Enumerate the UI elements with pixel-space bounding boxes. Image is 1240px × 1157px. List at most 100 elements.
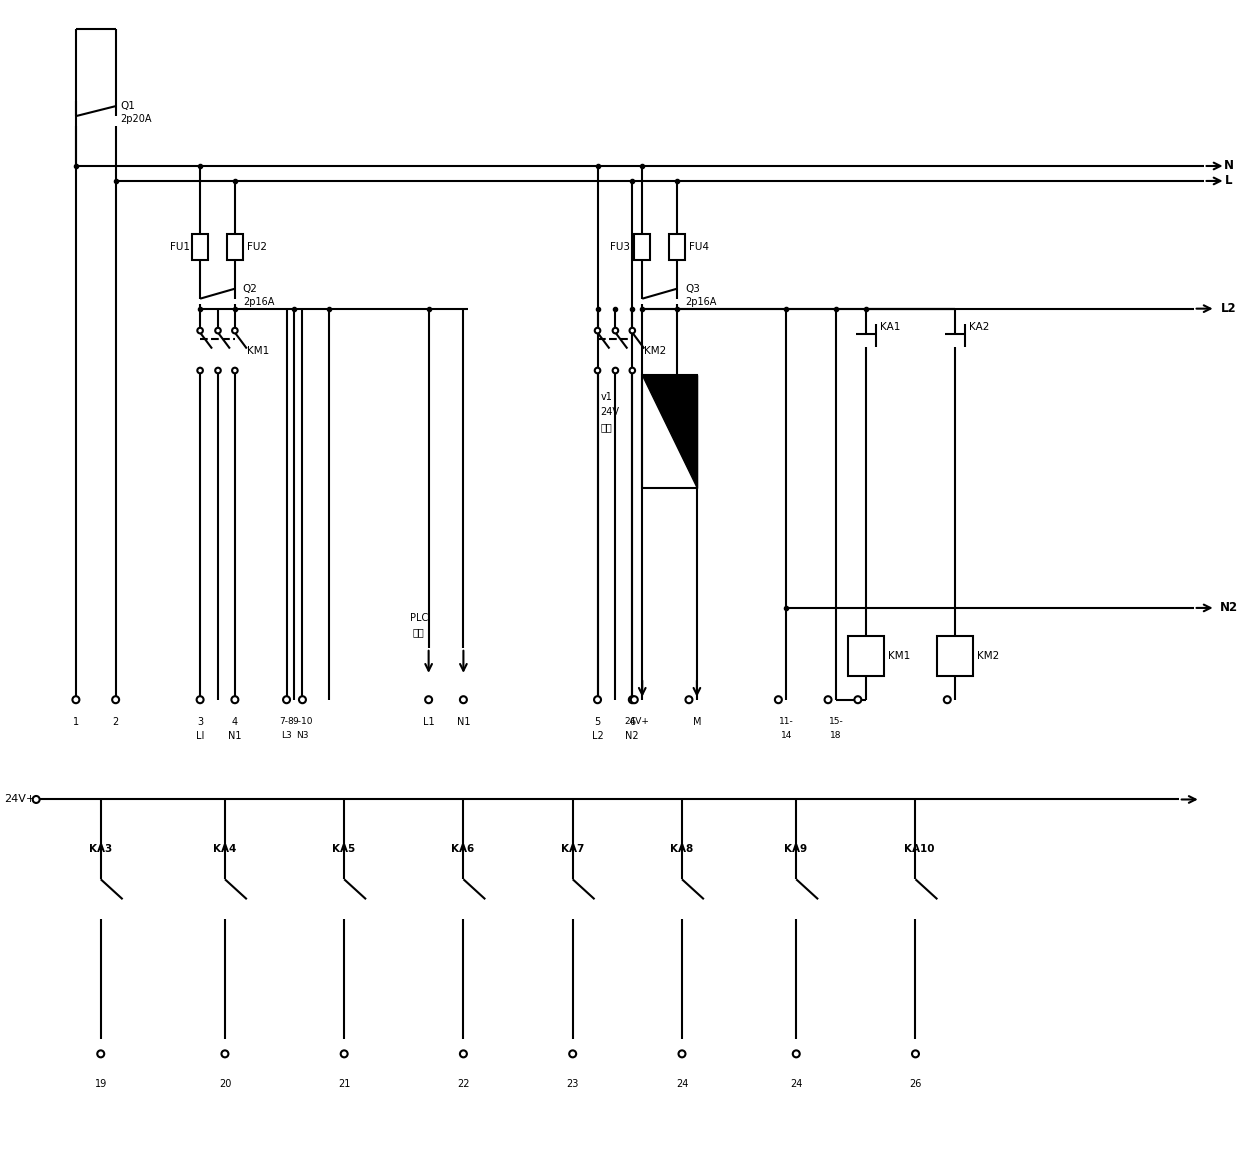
Text: N2: N2 <box>625 730 639 740</box>
Text: L1: L1 <box>423 716 434 727</box>
Circle shape <box>197 697 203 703</box>
Circle shape <box>222 1051 228 1057</box>
Text: 15-: 15- <box>828 717 843 727</box>
Circle shape <box>460 1051 467 1057</box>
Text: 24: 24 <box>790 1078 802 1089</box>
Bar <box>642 376 697 488</box>
Text: KM1: KM1 <box>888 651 910 661</box>
Text: 2p16A: 2p16A <box>684 296 717 307</box>
Circle shape <box>425 697 432 703</box>
Circle shape <box>232 327 238 333</box>
Circle shape <box>97 1051 104 1057</box>
Circle shape <box>686 697 692 703</box>
Text: 电源: 电源 <box>600 422 613 433</box>
Bar <box>937 636 973 676</box>
Circle shape <box>299 697 306 703</box>
Circle shape <box>341 1051 347 1057</box>
Text: L2: L2 <box>591 730 604 740</box>
Circle shape <box>629 697 636 703</box>
Text: KA3: KA3 <box>89 845 112 854</box>
Text: Q1: Q1 <box>120 101 135 111</box>
Text: KA1: KA1 <box>879 322 900 332</box>
Text: 2: 2 <box>113 716 119 727</box>
Bar <box>635 234 650 260</box>
Text: L: L <box>1225 175 1233 187</box>
Circle shape <box>216 368 221 374</box>
Text: M: M <box>693 716 701 727</box>
Circle shape <box>911 1051 919 1057</box>
Circle shape <box>631 697 637 703</box>
Text: KA2: KA2 <box>970 322 990 332</box>
Text: 24: 24 <box>676 1078 688 1089</box>
Text: FU1: FU1 <box>170 242 190 252</box>
Circle shape <box>283 697 290 703</box>
Circle shape <box>792 1051 800 1057</box>
Text: 22: 22 <box>458 1078 470 1089</box>
Circle shape <box>595 327 600 333</box>
Text: Q3: Q3 <box>684 283 699 294</box>
Circle shape <box>232 697 238 703</box>
Text: 19: 19 <box>94 1078 107 1089</box>
Text: 电源: 电源 <box>413 627 424 636</box>
Text: 2p16A: 2p16A <box>243 296 274 307</box>
Text: 4: 4 <box>232 716 238 727</box>
Circle shape <box>595 368 600 374</box>
Text: KA9: KA9 <box>785 845 807 854</box>
Text: L2: L2 <box>1220 302 1236 315</box>
Text: 26: 26 <box>909 1078 921 1089</box>
Text: N: N <box>1224 160 1234 172</box>
Text: KA8: KA8 <box>670 845 693 854</box>
Circle shape <box>825 697 832 703</box>
Text: N1: N1 <box>228 730 242 740</box>
Text: 20: 20 <box>218 1078 231 1089</box>
Circle shape <box>775 697 782 703</box>
Text: 24V+: 24V+ <box>5 795 36 804</box>
Text: N1: N1 <box>456 716 470 727</box>
Text: N2: N2 <box>1219 602 1238 614</box>
Circle shape <box>72 697 79 703</box>
Text: 11-: 11- <box>779 717 794 727</box>
Text: PLC: PLC <box>409 613 428 622</box>
Circle shape <box>216 327 221 333</box>
Text: 14: 14 <box>781 731 792 740</box>
Text: LI: LI <box>196 730 205 740</box>
Text: KM1: KM1 <box>247 346 269 355</box>
Text: FU4: FU4 <box>689 242 709 252</box>
Text: 24V+: 24V+ <box>625 717 650 727</box>
Text: KA6: KA6 <box>451 845 475 854</box>
Text: 7-8: 7-8 <box>279 717 294 727</box>
Circle shape <box>613 327 619 333</box>
Text: KM2: KM2 <box>645 346 666 355</box>
Circle shape <box>630 368 635 374</box>
Circle shape <box>197 327 203 333</box>
Circle shape <box>613 368 619 374</box>
Text: KA7: KA7 <box>560 845 584 854</box>
Text: N3: N3 <box>296 731 309 740</box>
Circle shape <box>32 796 40 803</box>
Circle shape <box>854 697 862 703</box>
Text: KA5: KA5 <box>332 845 356 854</box>
Text: KA10: KA10 <box>904 845 934 854</box>
Text: 24V: 24V <box>600 407 620 418</box>
Text: KA4: KA4 <box>213 845 237 854</box>
Circle shape <box>630 327 635 333</box>
Bar <box>227 234 243 260</box>
Bar <box>192 234 208 260</box>
Text: 18: 18 <box>831 731 842 740</box>
Text: L3: L3 <box>281 731 291 740</box>
Text: 2p20A: 2p20A <box>120 115 153 124</box>
Bar <box>670 234 684 260</box>
Text: FU3: FU3 <box>610 242 630 252</box>
Text: FU2: FU2 <box>247 242 267 252</box>
Text: 5: 5 <box>594 716 600 727</box>
Circle shape <box>460 697 467 703</box>
Circle shape <box>944 697 951 703</box>
Text: v1: v1 <box>600 392 613 403</box>
Circle shape <box>569 1051 577 1057</box>
Circle shape <box>594 697 601 703</box>
Text: KM2: KM2 <box>977 651 999 661</box>
Circle shape <box>232 368 238 374</box>
Text: 23: 23 <box>567 1078 579 1089</box>
Text: 6: 6 <box>629 716 635 727</box>
Text: 3: 3 <box>197 716 203 727</box>
